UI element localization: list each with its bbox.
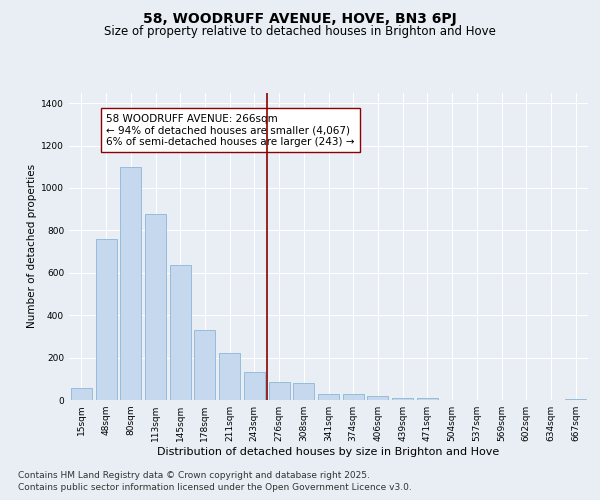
Y-axis label: Number of detached properties: Number of detached properties bbox=[27, 164, 37, 328]
Bar bbox=[194, 330, 215, 400]
Text: 58, WOODRUFF AVENUE, HOVE, BN3 6PJ: 58, WOODRUFF AVENUE, HOVE, BN3 6PJ bbox=[143, 12, 457, 26]
Text: 58 WOODRUFF AVENUE: 266sqm
← 94% of detached houses are smaller (4,067)
6% of se: 58 WOODRUFF AVENUE: 266sqm ← 94% of deta… bbox=[106, 114, 355, 147]
Bar bbox=[392, 398, 413, 400]
Bar bbox=[367, 396, 388, 400]
Bar bbox=[565, 399, 586, 400]
Bar bbox=[145, 214, 166, 400]
Bar bbox=[318, 394, 339, 400]
Text: Contains public sector information licensed under the Open Government Licence v3: Contains public sector information licen… bbox=[18, 482, 412, 492]
Bar bbox=[244, 372, 265, 400]
Bar bbox=[95, 239, 116, 400]
Text: Size of property relative to detached houses in Brighton and Hove: Size of property relative to detached ho… bbox=[104, 26, 496, 38]
Bar bbox=[417, 398, 438, 400]
Bar bbox=[269, 382, 290, 400]
Bar bbox=[170, 266, 191, 400]
X-axis label: Distribution of detached houses by size in Brighton and Hove: Distribution of detached houses by size … bbox=[157, 447, 500, 457]
Bar bbox=[343, 394, 364, 400]
Bar bbox=[293, 383, 314, 400]
Bar bbox=[219, 354, 240, 400]
Bar bbox=[71, 388, 92, 400]
Bar bbox=[120, 166, 141, 400]
Text: Contains HM Land Registry data © Crown copyright and database right 2025.: Contains HM Land Registry data © Crown c… bbox=[18, 472, 370, 480]
